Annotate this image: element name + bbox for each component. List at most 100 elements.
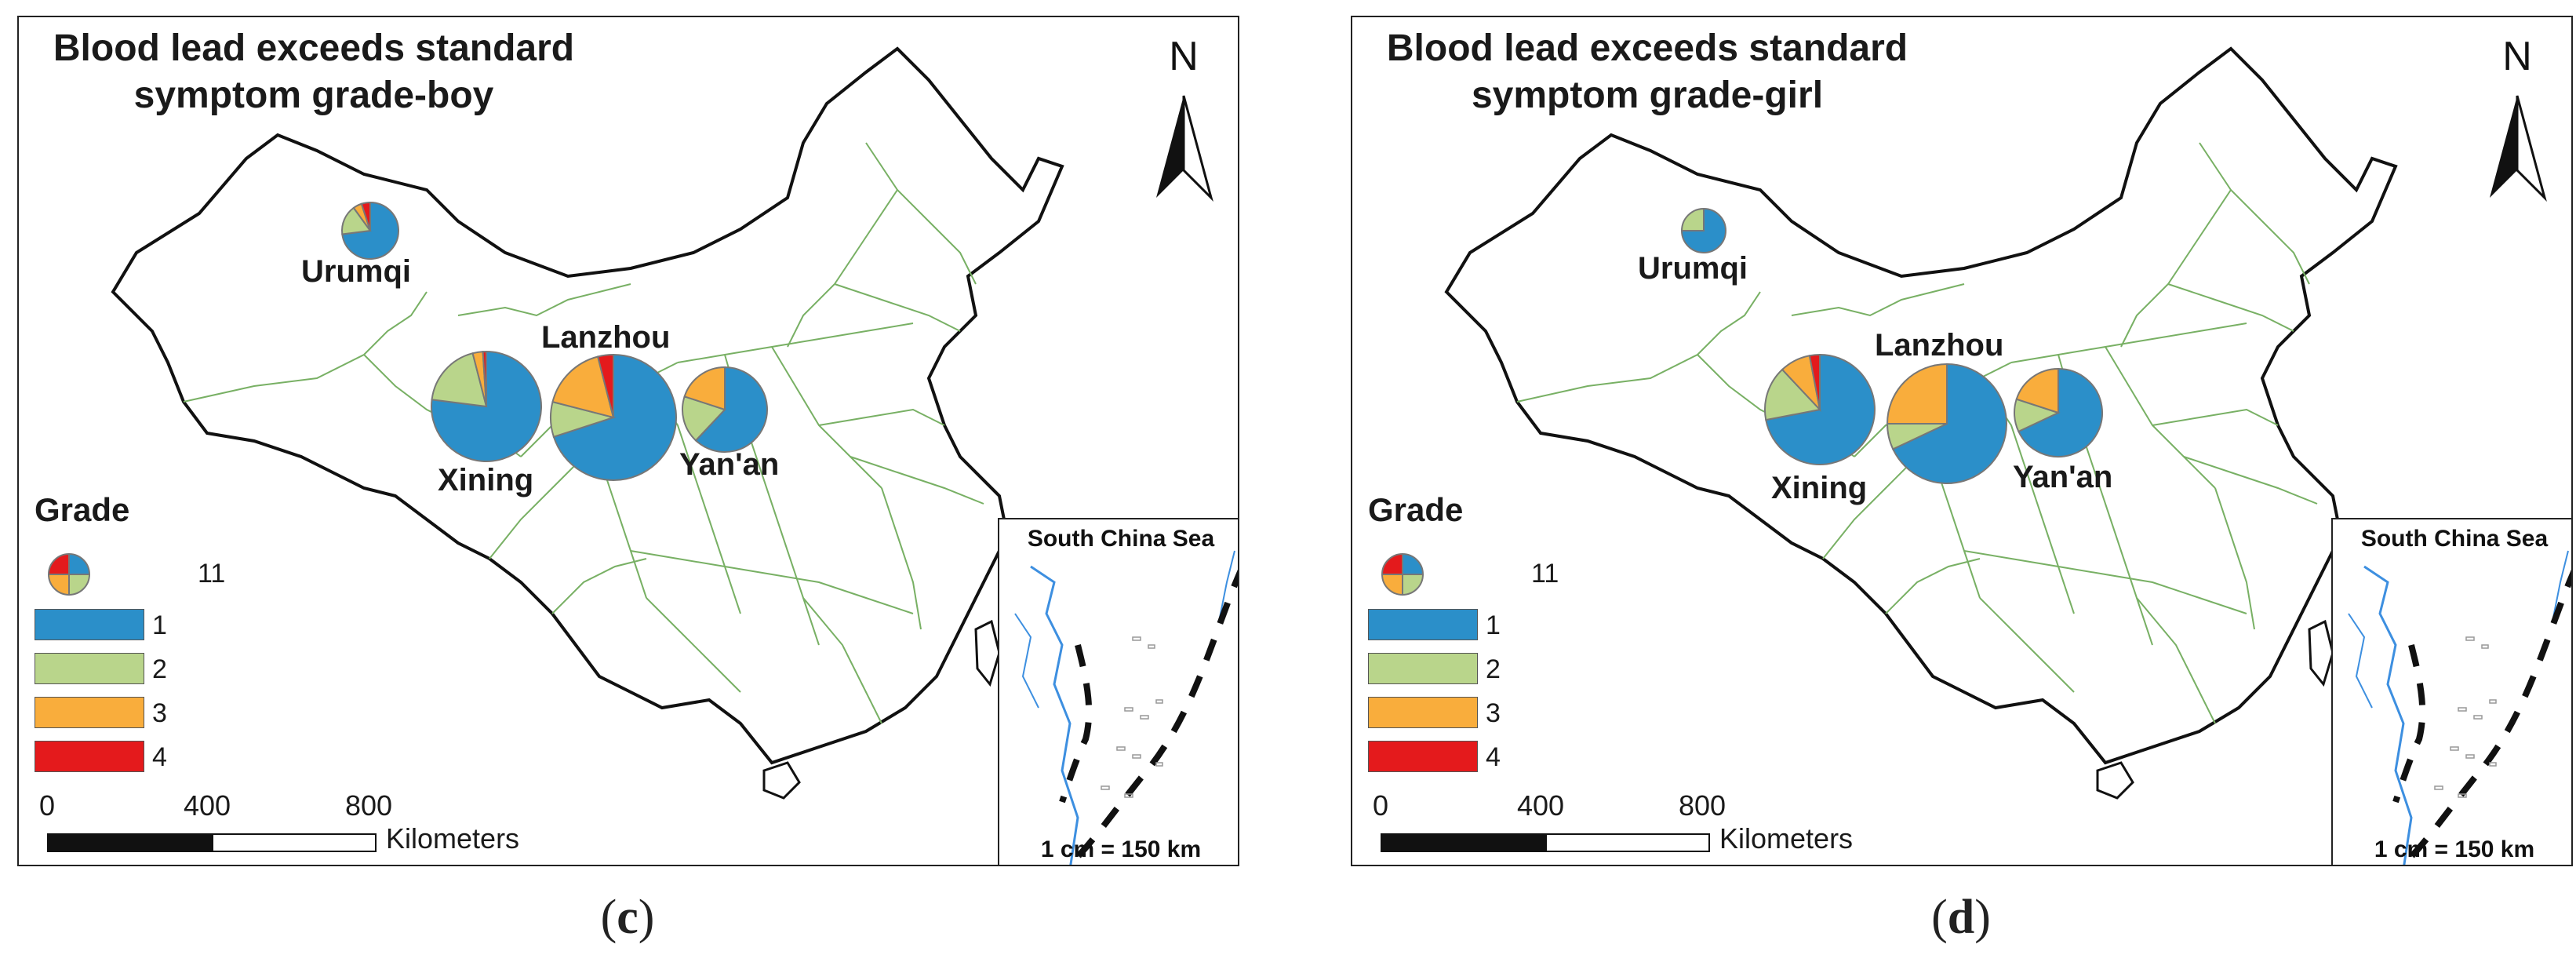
legend-pie-slice-grade-1	[1402, 552, 1424, 575]
legend-swatch-grade-3	[1368, 697, 1478, 728]
pie-lanzhou	[1886, 363, 2007, 484]
legend-label-grade-1: 1	[1486, 610, 1501, 640]
legend-label-grade-3: 3	[1486, 698, 1501, 728]
legend-sample-count: 11	[1531, 559, 1559, 589]
hainan-island	[2096, 761, 2134, 800]
pie-yanan	[2014, 367, 2103, 457]
legend-pie-icon	[47, 552, 91, 596]
province-borders	[183, 142, 984, 724]
panel-caption-d: (d)	[1931, 891, 1991, 944]
legend-pie-slice-grade-4	[1381, 552, 1403, 575]
map-title: Blood lead exceeds standard symptom grad…	[1357, 25, 1937, 119]
inset-scale: 1 cm = 150 km	[1040, 836, 1202, 862]
inset-title: South China Sea	[1027, 526, 1215, 552]
pie-1-slice-grade-2	[1764, 368, 1821, 421]
scale-tick-400: 400	[184, 789, 231, 822]
city-label-xining: Xining	[1771, 471, 1868, 505]
north-arrow-label: N	[1169, 34, 1199, 79]
map-title: Blood lead exceeds standard symptom grad…	[24, 25, 604, 119]
legend-pie-slice-grade-1	[68, 552, 91, 575]
pie-3-slice-grade-3	[683, 366, 726, 411]
scale-tick-0: 0	[39, 789, 56, 822]
legend-swatch-grade-1	[1368, 609, 1478, 640]
pie-0-slice-grade-2	[1680, 207, 1705, 231]
legend-swatch-grade-4	[1368, 741, 1478, 772]
pie-2-slice-grade-1	[1891, 363, 2007, 484]
legend-swatch-grade-2	[1368, 653, 1478, 684]
legend-swatch-grade-1	[35, 609, 144, 640]
legend-title: Grade	[35, 491, 130, 528]
hainan-island	[762, 761, 801, 800]
pie-urumqi	[341, 201, 399, 260]
pie-1-slice-grade-4	[1808, 353, 1821, 410]
city-label-lanzhou: Lanzhou	[1875, 328, 2004, 363]
scale-bar	[47, 833, 377, 852]
legend-sample-count: 11	[198, 559, 226, 589]
pie-chart-group	[1680, 207, 2103, 484]
city-label-yanan: Yan'an	[679, 447, 780, 482]
legend-pie-icon	[1381, 552, 1424, 596]
north-arrow-icon: N	[2482, 33, 2552, 213]
scale-tick-0: 0	[1373, 789, 1389, 822]
china-map	[47, 46, 1064, 800]
inset-title: South China Sea	[2360, 526, 2549, 552]
legend-label-grade-1: 1	[152, 610, 167, 640]
legend-label-grade-2: 2	[152, 654, 167, 684]
legend-label-grade-4: 4	[152, 742, 167, 772]
panel-caption-c: (c)	[600, 891, 655, 944]
city-label-urumqi: Urumqi	[301, 254, 411, 289]
pie-xining	[431, 350, 542, 462]
map-panel-d: Blood lead exceeds standard symptom grad…	[1351, 16, 2573, 866]
legend-label-grade-2: 2	[1486, 654, 1501, 684]
pie-3-slice-grade-1	[2017, 367, 2103, 457]
pie-1-slice-grade-2	[431, 352, 488, 408]
pie-yanan	[682, 366, 768, 453]
pie-1-slice-grade-4	[482, 350, 487, 407]
legend-swatch-grade-4	[35, 741, 144, 772]
map-title-line2: symptom grade-girl	[1471, 75, 1824, 116]
map-title-line1: Blood lead exceeds standard	[1386, 27, 1908, 69]
legend-pie-slice-grade-4	[47, 552, 70, 575]
legend-swatch-grade-3	[35, 697, 144, 728]
north-arrow-label: N	[2502, 34, 2532, 79]
scale-tick-800: 800	[1679, 789, 1726, 822]
pie-chart-group	[341, 201, 768, 481]
map-panel-c: Blood lead exceeds standard symptom grad…	[17, 16, 1239, 866]
china-map	[1381, 46, 2398, 800]
city-label-yanan: Yan'an	[2013, 460, 2113, 494]
pie-2-slice-grade-4	[596, 353, 614, 418]
map-title-line1: Blood lead exceeds standard	[53, 27, 575, 69]
legend-label-grade-4: 4	[1486, 742, 1501, 772]
city-label-urumqi: Urumqi	[1638, 251, 1748, 286]
south-china-sea-inset: South China Sea 1 cm = 150 km	[998, 518, 1238, 865]
scale-unit: Kilometers	[1719, 822, 1854, 855]
pie-3-slice-grade-3	[2015, 367, 2059, 414]
city-label-lanzhou: Lanzhou	[541, 320, 671, 355]
pie-urumqi	[1680, 207, 1726, 253]
inset-scale: 1 cm = 150 km	[2374, 836, 2535, 862]
legend-pie-slice-grade-2	[1402, 574, 1424, 596]
pie-0-slice-grade-4	[360, 201, 371, 231]
legend-label-grade-3: 3	[152, 698, 167, 728]
north-arrow-icon: N	[1148, 33, 1219, 213]
map-title-line2: symptom grade-boy	[133, 75, 494, 116]
pie-2-slice-grade-3	[1886, 363, 1948, 425]
scale-bar	[1381, 833, 1710, 852]
legend-pie-slice-grade-3	[47, 574, 70, 596]
taiwan-island	[2308, 619, 2334, 687]
city-label-xining: Xining	[438, 463, 534, 497]
scale-tick-400: 400	[1517, 789, 1565, 822]
legend-swatch-grade-2	[35, 653, 144, 684]
pie-lanzhou	[550, 353, 677, 481]
pie-3-slice-grade-2	[682, 395, 726, 442]
legend-pie-slice-grade-2	[68, 574, 91, 596]
south-china-sea-inset: South China Sea 1 cm = 150 km	[2331, 518, 2571, 865]
pie-xining	[1764, 353, 1876, 465]
pie-3-slice-grade-1	[694, 366, 768, 453]
legend-pie-slice-grade-3	[1381, 574, 1403, 596]
taiwan-island	[974, 619, 1001, 687]
scale-unit: Kilometers	[386, 822, 520, 855]
scale-tick-800: 800	[345, 789, 393, 822]
legend-title: Grade	[1368, 491, 1464, 528]
pie-2-slice-grade-3	[551, 355, 615, 419]
